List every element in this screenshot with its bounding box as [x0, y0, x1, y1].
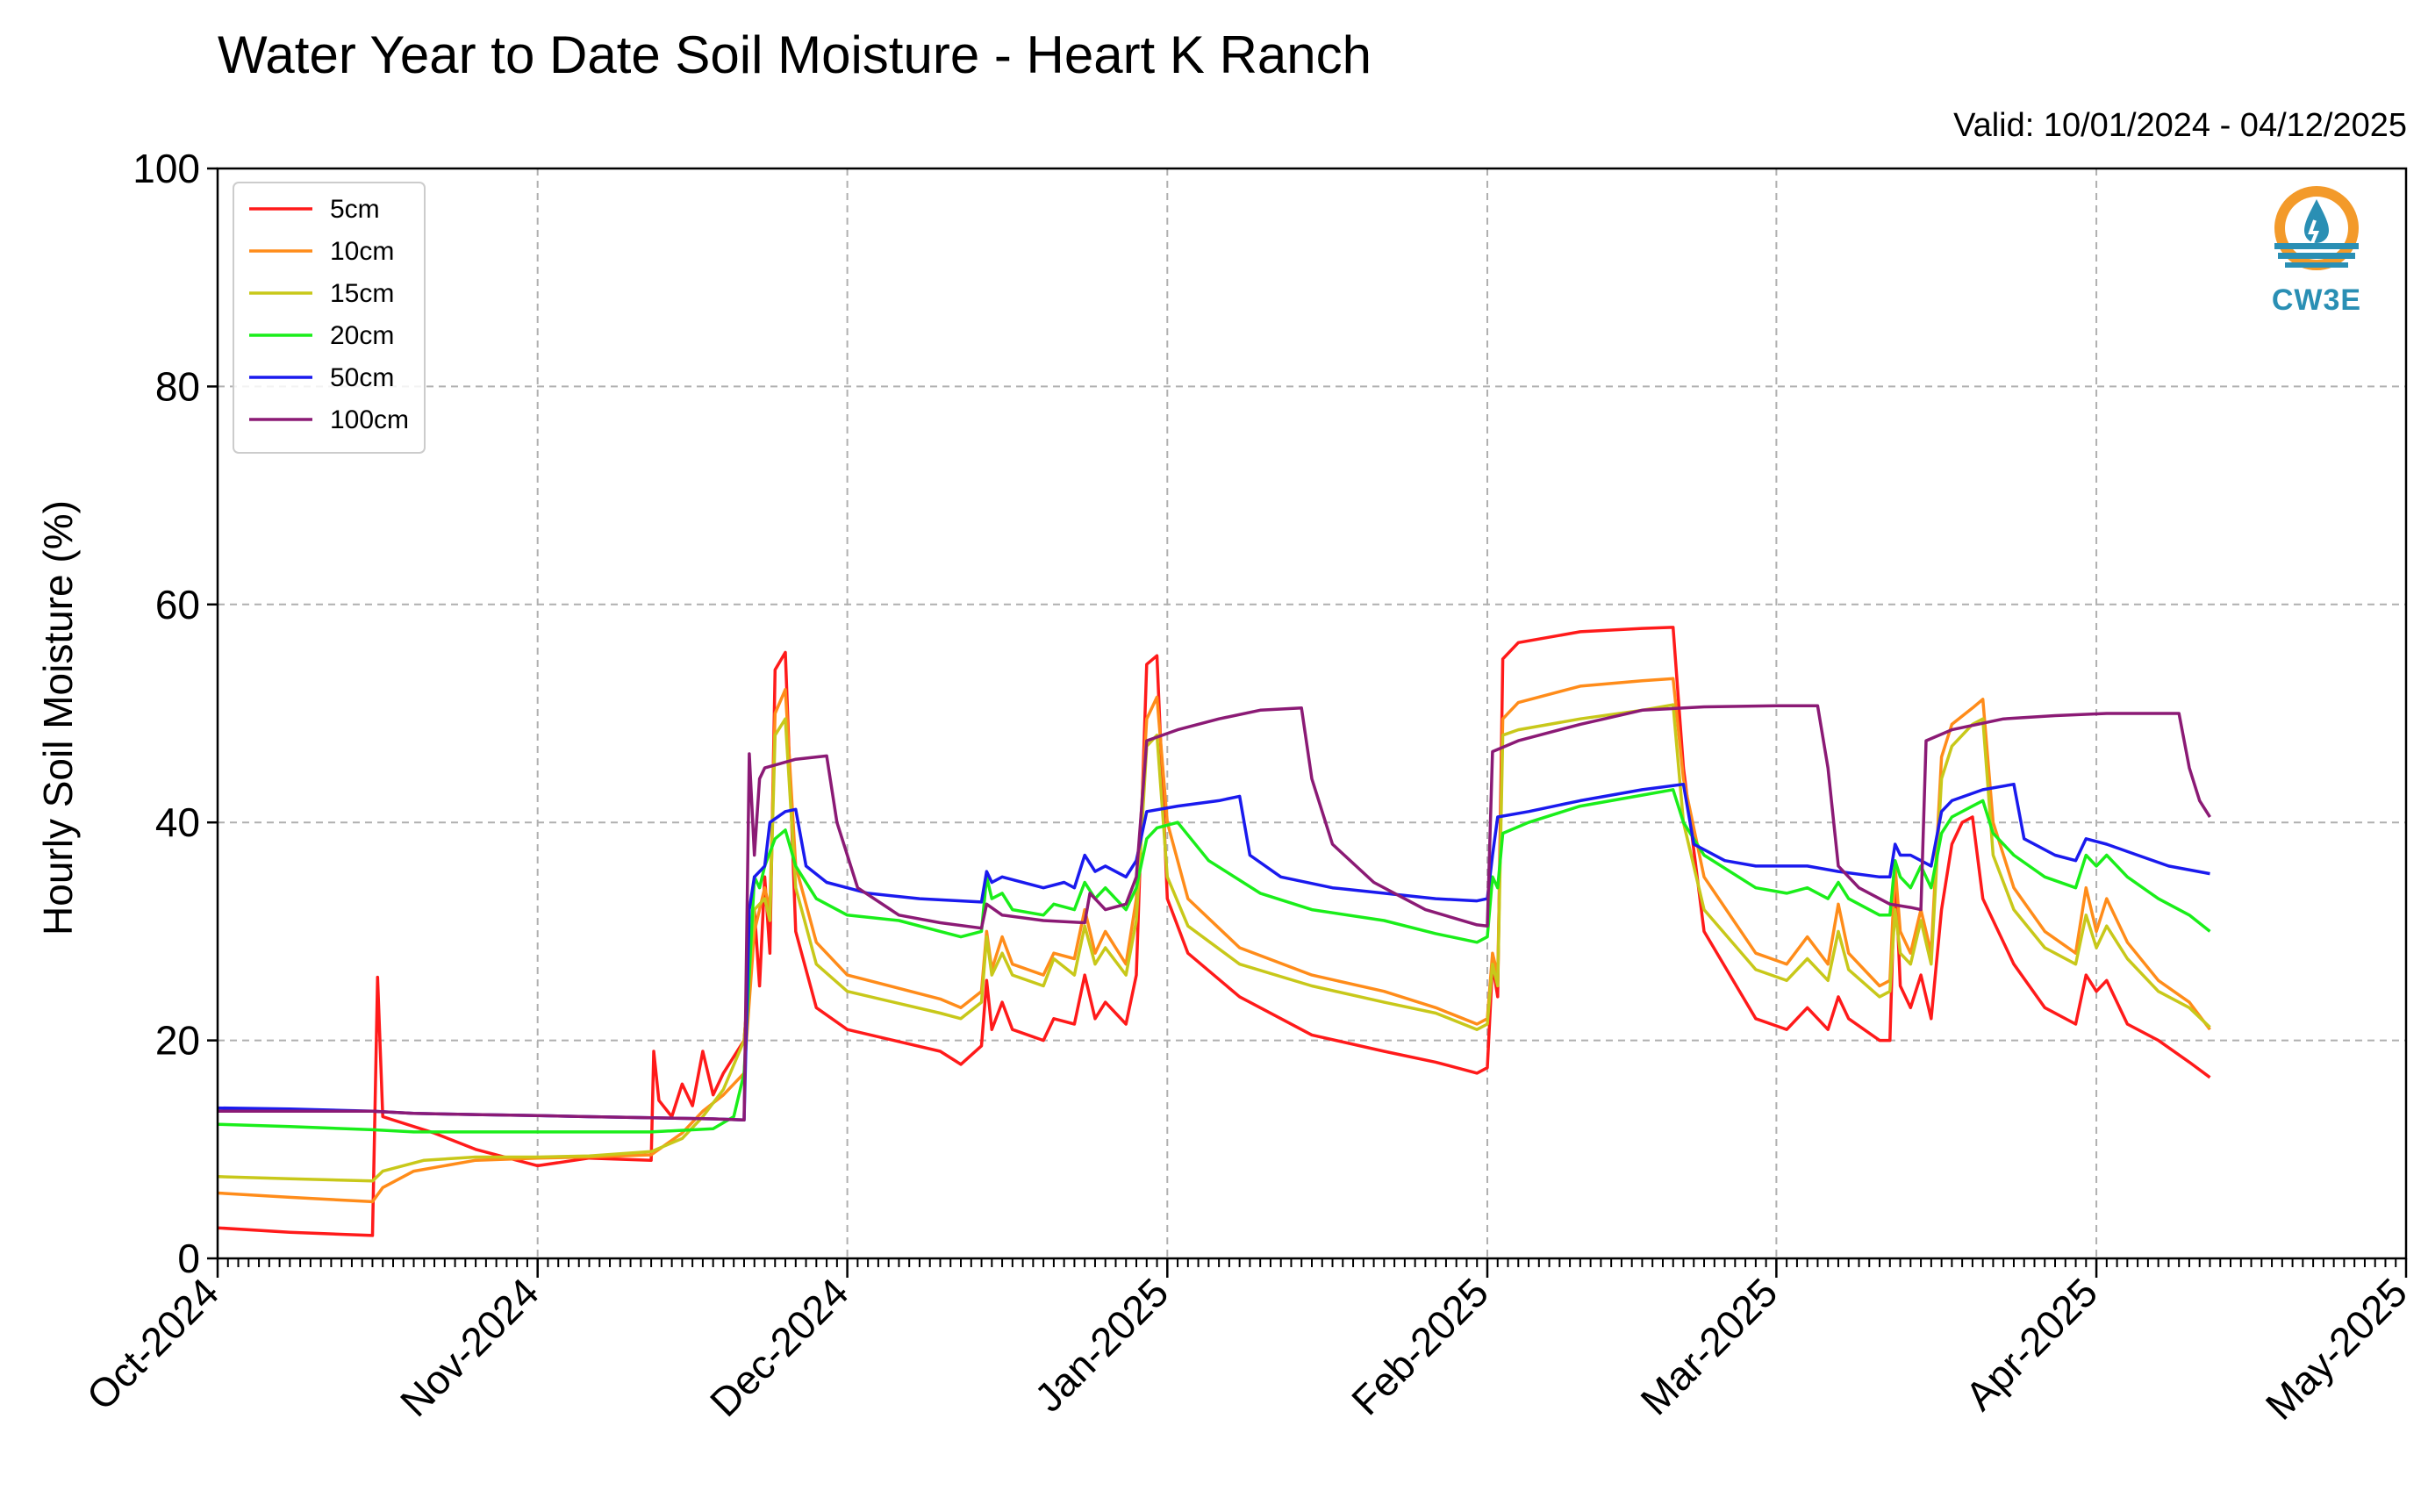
y-axis-label: Hourly Soil Moisture (%) [35, 500, 81, 935]
x-tick-label: Oct-2024 [78, 1269, 228, 1419]
x-tick-label: Apr-2025 [1957, 1269, 2107, 1419]
y-tick-label: 0 [177, 1236, 200, 1281]
y-tick-label: 80 [155, 363, 200, 409]
y-tick-label: 40 [155, 799, 200, 845]
y-tick-label: 100 [133, 146, 200, 191]
y-tick-label: 20 [155, 1018, 200, 1064]
x-tick-label: Jan-2025 [1026, 1269, 1177, 1420]
series-line-15cm [217, 703, 2211, 1183]
legend-label-10cm: 10cm [330, 237, 394, 266]
valid-date-range: Valid: 10/01/2024 - 04/12/2025 [1953, 107, 2407, 144]
x-tick-label: May-2025 [2257, 1269, 2416, 1428]
water-drop-icon [2274, 186, 2359, 270]
series-line-10cm [217, 677, 2211, 1204]
series-line-100cm [218, 704, 2211, 1122]
chart-title: Water Year to Date Soil Moisture - Heart… [218, 25, 1372, 84]
x-tick-label: Feb-2025 [1343, 1269, 1497, 1423]
logo-text: CW3E [2271, 283, 2362, 317]
series-line-5cm [217, 626, 2211, 1237]
cw3e-logo: CW3E [2264, 180, 2369, 320]
y-tick-label: 60 [155, 582, 200, 627]
x-tick-label: Mar-2025 [1631, 1269, 1786, 1423]
legend-label-100cm: 100cm [330, 405, 409, 434]
legend-label-15cm: 15cm [330, 279, 394, 308]
legend: 5cm 10cm 15cm 20cm 50cm 100cm [233, 182, 426, 454]
series-line-20cm [217, 788, 2211, 1134]
legend-label-20cm: 20cm [330, 321, 394, 350]
x-tick-label: Nov-2024 [391, 1269, 548, 1425]
legend-label-50cm: 50cm [330, 363, 394, 392]
legend-label-5cm: 5cm [330, 195, 380, 224]
series-line-50cm [217, 782, 2210, 1122]
x-tick-label: Dec-2024 [701, 1269, 857, 1425]
